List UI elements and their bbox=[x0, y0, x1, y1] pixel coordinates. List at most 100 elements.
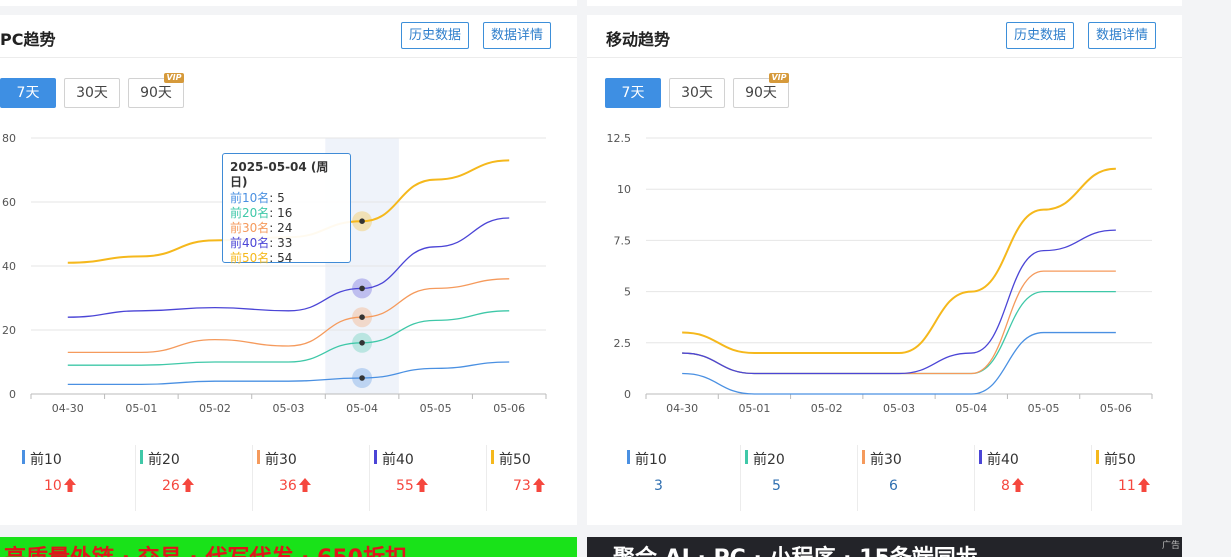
legend-color-marker bbox=[491, 450, 494, 464]
mobile-y-tick-label: 12.5 bbox=[607, 132, 632, 145]
pc-detail-button[interactable]: 数据详情 bbox=[483, 22, 552, 49]
top-strip-right bbox=[587, 0, 1182, 6]
legend-value-number: 36 bbox=[279, 478, 297, 494]
pc-x-tick-label: 05-01 bbox=[125, 402, 157, 415]
mobile-panel-header: 移动趋势 历史数据 数据详情 bbox=[587, 15, 1182, 58]
ad-right-text: 聚合 AI · PC · 小程序 · 15条端同步 bbox=[613, 540, 978, 557]
vip-badge: VIP bbox=[769, 73, 789, 83]
legend-value: 6 bbox=[889, 478, 898, 494]
legend-value: 5 bbox=[772, 478, 781, 494]
mobile-legend-item[interactable]: 前40 8 bbox=[974, 445, 1091, 511]
pc-history-button[interactable]: 历史数据 bbox=[401, 22, 470, 49]
legend-color-marker bbox=[979, 450, 982, 464]
mobile-x-tick-label: 05-03 bbox=[883, 402, 915, 415]
pc-legend-item[interactable]: 前30 36 bbox=[252, 445, 369, 511]
pc-legend-item[interactable]: 前10 10 bbox=[18, 445, 135, 511]
tooltip-value: 16 bbox=[277, 206, 293, 220]
legend-value-number: 11 bbox=[1118, 478, 1136, 494]
legend-label: 前20 bbox=[753, 452, 785, 468]
tooltip-row-top20: 前20名: 16 bbox=[230, 206, 293, 220]
pc-legend-item[interactable]: 前50 73 bbox=[486, 445, 603, 511]
legend-color-marker bbox=[374, 450, 377, 464]
mobile-legend-item[interactable]: 前10 3 bbox=[623, 445, 740, 511]
pc-range-30d[interactable]: 30天 bbox=[64, 78, 120, 108]
legend-color-marker bbox=[745, 450, 748, 464]
mobile-x-tick-label: 05-01 bbox=[738, 402, 770, 415]
tooltip-row-top50: 前50名: 54 bbox=[230, 251, 293, 265]
legend-value: 3 bbox=[654, 478, 663, 494]
pc-x-tick-label: 05-02 bbox=[199, 402, 231, 415]
legend-color-marker bbox=[140, 450, 143, 464]
pc-legend-item[interactable]: 前20 26 bbox=[135, 445, 252, 511]
legend-color-marker bbox=[1096, 450, 1099, 464]
pc-chart-tooltip: 2025-05-04 (周日) 前10名: 5 前20名: 16 前30名: 2… bbox=[222, 153, 351, 265]
mobile-range-90d-label: 90天 bbox=[745, 85, 777, 101]
mobile-legend-item[interactable]: 前50 11 bbox=[1091, 445, 1208, 511]
mobile-detail-button[interactable]: 数据详情 bbox=[1088, 22, 1157, 49]
pc-legend: 前10 10 前20 26 前30 36 前40 55 前50 73 bbox=[18, 445, 578, 511]
ad-tag: 广告 bbox=[1161, 540, 1180, 550]
mobile-history-button[interactable]: 历史数据 bbox=[1006, 22, 1075, 49]
pc-hover-point bbox=[359, 314, 365, 321]
up-arrow-icon bbox=[415, 478, 428, 492]
mobile-legend-item[interactable]: 前20 5 bbox=[740, 445, 857, 511]
legend-label: 前10 bbox=[635, 452, 667, 468]
tooltip-label: 前40名 bbox=[230, 236, 270, 250]
mobile-x-tick-label: 05-02 bbox=[811, 402, 843, 415]
legend-value: 55 bbox=[396, 478, 428, 494]
pc-hover-point bbox=[359, 375, 365, 381]
legend-value: 8 bbox=[1001, 478, 1024, 494]
pc-range-90d-label: 90天 bbox=[140, 85, 172, 101]
mobile-x-tick-label: 05-04 bbox=[955, 402, 987, 415]
legend-label: 前40 bbox=[382, 452, 414, 468]
mobile-range-90d[interactable]: 90天 VIP bbox=[733, 73, 789, 108]
legend-value: 10 bbox=[44, 478, 76, 494]
pc-x-tick-label: 05-03 bbox=[273, 402, 305, 415]
legend-value: 73 bbox=[513, 478, 545, 494]
pc-series-line-1 bbox=[67, 361, 510, 386]
pc-y-tick-label: 0 bbox=[9, 388, 16, 401]
mobile-line-chart[interactable]: 0 2.5 5 7.5 10 12.5 04-30 05-01 05-02 05-03 05-04 0… bbox=[587, 15, 1182, 445]
pc-range-7d[interactable]: 7天 bbox=[0, 78, 56, 108]
mobile-y-tick-label: 0 bbox=[624, 388, 631, 401]
ad-banner-right[interactable]: 聚合 AI · PC · 小程序 · 15条端同步 广告 bbox=[587, 537, 1182, 557]
ad-banner-left[interactable]: 高质量外链 · 交易 · 代写代发 · 650折扣 bbox=[0, 537, 577, 557]
mobile-y-tick-label: 10 bbox=[617, 183, 631, 196]
tooltip-label: 前50名 bbox=[230, 251, 270, 265]
pc-hover-point bbox=[359, 285, 365, 292]
legend-color-marker bbox=[627, 450, 630, 464]
mobile-range-7d[interactable]: 7天 bbox=[605, 78, 661, 108]
tooltip-row-top10: 前10名: 5 bbox=[230, 191, 285, 205]
mobile-range-30d[interactable]: 30天 bbox=[669, 78, 725, 108]
pc-y-tick-label: 60 bbox=[2, 196, 16, 209]
top-strip-left bbox=[0, 0, 577, 6]
legend-color-marker bbox=[862, 450, 865, 464]
tooltip-date: 2025-05-04 (周日) bbox=[230, 160, 329, 189]
legend-label: 前20 bbox=[148, 452, 180, 468]
mobile-panel-title: 移动趋势 bbox=[606, 30, 671, 49]
legend-color-marker bbox=[257, 450, 260, 464]
pc-y-tick-label: 80 bbox=[2, 132, 16, 145]
pc-x-tick-label: 04-30 bbox=[52, 402, 84, 415]
legend-value-number: 3 bbox=[654, 478, 663, 494]
legend-label: 前10 bbox=[30, 452, 62, 468]
tooltip-value: 54 bbox=[277, 251, 293, 265]
pc-series-line-3 bbox=[67, 278, 510, 354]
tooltip-value: 24 bbox=[277, 221, 293, 235]
tooltip-value: 33 bbox=[277, 236, 293, 250]
ad-left-text: 高质量外链 · 交易 · 代写代发 · 650折扣 bbox=[4, 540, 407, 557]
legend-value-number: 55 bbox=[396, 478, 414, 494]
pc-hover-point bbox=[359, 218, 365, 224]
mobile-legend-item[interactable]: 前30 6 bbox=[857, 445, 974, 511]
up-arrow-icon bbox=[1011, 478, 1024, 492]
mobile-x-tick-label: 04-30 bbox=[666, 402, 698, 415]
pc-y-tick-label: 20 bbox=[2, 324, 16, 337]
legend-label: 前40 bbox=[987, 452, 1019, 468]
up-arrow-icon bbox=[298, 478, 311, 492]
mobile-series-line-3 bbox=[682, 270, 1116, 375]
pc-range-90d[interactable]: 90天 VIP bbox=[128, 73, 184, 108]
pc-legend-item[interactable]: 前40 55 bbox=[369, 445, 486, 511]
pc-y-tick-label: 40 bbox=[2, 260, 16, 273]
mobile-x-tick-label: 05-05 bbox=[1028, 402, 1060, 415]
legend-value-number: 5 bbox=[772, 478, 781, 494]
